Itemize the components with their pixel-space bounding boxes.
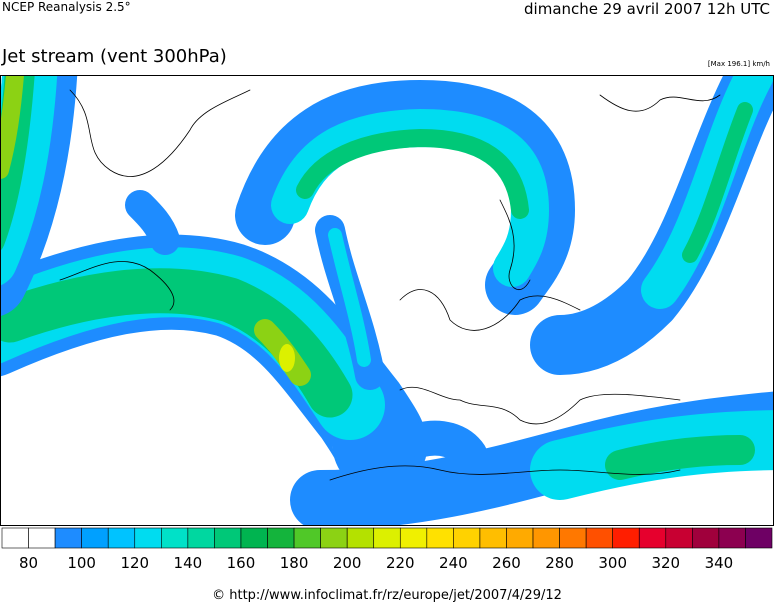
- color-swatch: [665, 527, 693, 549]
- colorbar: 80 100 120 140 160 180 200 220 240 260 280 300 320 34…: [1, 527, 773, 572]
- color-swatch: [399, 527, 428, 549]
- color-swatch: [479, 527, 507, 549]
- color-swatch: [585, 527, 613, 549]
- footer: © http://www.infoclimat.fr/rz/europe/jet…: [212, 588, 562, 603]
- color-swatch: [161, 527, 189, 549]
- colorbar-label: 140: [174, 554, 203, 572]
- colorbar-label: 260: [492, 554, 521, 572]
- max-label: [Max 196.1] km/h: [707, 60, 770, 68]
- color-swatch: [293, 527, 321, 549]
- colorbar-label: 200: [333, 554, 362, 572]
- colorbar-label: 300: [598, 554, 627, 572]
- color-swatch: [214, 527, 242, 549]
- color-swatch: [54, 527, 82, 549]
- color-swatch: [240, 527, 268, 549]
- color-swatch: [718, 527, 746, 549]
- color-swatch: [745, 527, 773, 549]
- colorbar-label: 320: [651, 554, 680, 572]
- colorbar-label: 120: [120, 554, 149, 572]
- jet-streams: [0, 75, 774, 526]
- color-swatch: [692, 527, 720, 549]
- color-swatch: [638, 527, 667, 549]
- color-swatch: [426, 527, 454, 549]
- colorbar-label: 160: [227, 554, 256, 572]
- source: NCEP Reanalysis 2.5°: [2, 0, 131, 14]
- colorbar-label: 220: [386, 554, 415, 572]
- color-swatch: [346, 527, 375, 549]
- color-swatch: [267, 527, 295, 549]
- color-swatch: [134, 527, 162, 549]
- colorbar-label: 80: [19, 554, 38, 572]
- color-swatch: [81, 527, 109, 549]
- color-swatch: [28, 527, 56, 549]
- title: Jet stream (vent 300hPa): [2, 46, 227, 67]
- color-swatch: [612, 527, 640, 549]
- color-swatch: [187, 527, 215, 549]
- color-swatch: [373, 527, 401, 549]
- colorbar-label: 280: [545, 554, 574, 572]
- color-swatch: [453, 527, 481, 549]
- color-swatch: [506, 527, 534, 549]
- date: dimanche 29 avril 2007 12h UTC: [524, 0, 770, 18]
- color-swatch: [320, 527, 348, 549]
- colorbar-label: 180: [280, 554, 309, 572]
- color-swatch: [1, 527, 29, 549]
- color-swatch: [107, 527, 136, 549]
- color-swatch: [559, 527, 587, 549]
- colorbar-label: 100: [67, 554, 96, 572]
- colorbar-label: 340: [705, 554, 734, 572]
- colorbar-label: 240: [439, 554, 468, 572]
- color-swatch: [532, 527, 560, 549]
